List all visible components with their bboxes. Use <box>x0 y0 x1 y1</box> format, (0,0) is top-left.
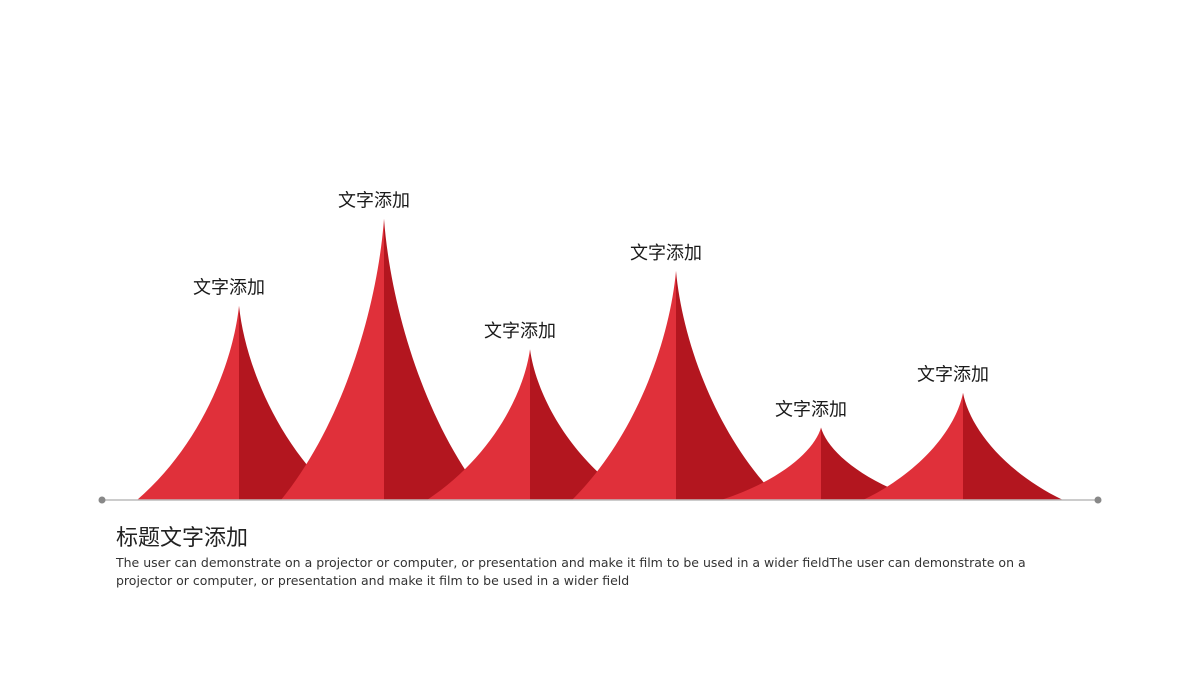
peak-2-right-face <box>384 218 487 500</box>
peak-4-right-face <box>676 270 780 500</box>
peak-2-left-face <box>281 218 384 500</box>
axis-end-dot-left <box>98 496 106 504</box>
peak-6-left-face <box>863 392 963 500</box>
peak-3-right-face <box>530 349 633 500</box>
peak-4-left-face <box>572 270 676 500</box>
section-title: 标题文字添加 <box>116 526 249 551</box>
peak-5 <box>721 427 921 500</box>
peak-6-right-face <box>963 392 1063 500</box>
peak-1 <box>137 305 341 500</box>
peak-3 <box>427 349 633 500</box>
peak-1-label: 文字添加 <box>193 278 265 299</box>
peak-6 <box>863 392 1063 500</box>
peaks-group <box>137 218 1063 500</box>
peak-5-left-face <box>721 427 821 500</box>
peak-3-left-face <box>427 349 530 500</box>
section-description: The user can demonstrate on a projector … <box>116 555 1026 588</box>
peak-2 <box>281 218 487 500</box>
axis-end-dot-right <box>1094 496 1102 504</box>
peak-4 <box>572 270 780 500</box>
peak-4-label: 文字添加 <box>630 243 702 264</box>
peak-1-left-face <box>137 305 239 500</box>
peak-5-label: 文字添加 <box>775 400 847 421</box>
peak-5-right-face <box>821 427 921 500</box>
peak-2-label: 文字添加 <box>338 191 410 212</box>
peak-1-right-face <box>239 305 341 500</box>
peak-6-label: 文字添加 <box>917 365 989 386</box>
peak-3-label: 文字添加 <box>484 321 556 342</box>
